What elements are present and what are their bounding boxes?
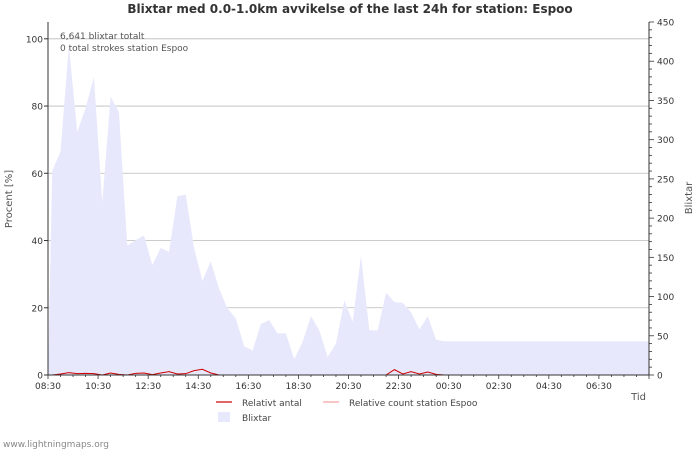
tick-label-left: 100 <box>26 35 43 45</box>
tick-label-left: 0 <box>37 372 43 382</box>
tick-label-right: 100 <box>657 293 674 303</box>
tick-label-x: 12:30 <box>135 382 161 392</box>
legend-swatch-blixtar <box>218 412 230 422</box>
tick-label-x: 20:30 <box>336 382 362 392</box>
area-series <box>48 45 649 375</box>
legend: Relativt antal Relative count station Es… <box>216 399 478 424</box>
tick-label-right: 400 <box>657 58 674 68</box>
tick-label-x: 06:30 <box>586 382 612 392</box>
tick-label-right: 200 <box>657 215 674 225</box>
y-axis-label-left: Procent [%] <box>4 170 15 228</box>
tick-label-left: 20 <box>32 304 44 314</box>
tick-label-left: 80 <box>32 103 44 113</box>
tick-label-x: 18:30 <box>285 382 311 392</box>
axes: 0 20 40 60 80 100 0 50 100 150 200 250 300 350 400 450 0… <box>26 19 675 393</box>
annotation-total: 6,641 blixtar totalt <box>60 32 145 42</box>
x-axis-label: Tid <box>630 392 646 403</box>
tick-label-left: 40 <box>32 237 44 247</box>
legend-label-blixtar: Blixtar <box>242 414 272 424</box>
tick-label-x: 08:30 <box>35 382 61 392</box>
tick-label-x: 22:30 <box>386 382 412 392</box>
tick-label-right: 150 <box>657 254 674 264</box>
tick-label-x: 10:30 <box>85 382 111 392</box>
tick-label-x: 04:30 <box>536 382 562 392</box>
chart-title: Blixtar med 0.0-1.0km avvikelse of the l… <box>127 2 572 16</box>
legend-label-relative-count-station: Relative count station Espoo <box>349 399 478 409</box>
y-axis-label-right: Blixtar <box>684 181 695 214</box>
legend-label-relativt-antal: Relativt antal <box>242 399 302 409</box>
tick-label-x: 14:30 <box>185 382 211 392</box>
tick-label-right: 50 <box>657 332 669 342</box>
tick-label-x: 16:30 <box>235 382 261 392</box>
tick-label-right: 450 <box>657 19 674 29</box>
footer-credit: www.lightningmaps.org <box>3 440 109 450</box>
tick-label-x: 02:30 <box>486 382 512 392</box>
tick-label-right: 300 <box>657 136 674 146</box>
tick-label-left: 60 <box>32 170 44 180</box>
tick-label-right: 250 <box>657 175 674 185</box>
tick-label-right: 0 <box>657 372 663 382</box>
tick-label-right: 350 <box>657 97 674 107</box>
area-blixtar <box>48 45 649 375</box>
annotation-station: 0 total strokes station Espoo <box>60 44 189 54</box>
tick-label-x: 00:30 <box>436 382 462 392</box>
